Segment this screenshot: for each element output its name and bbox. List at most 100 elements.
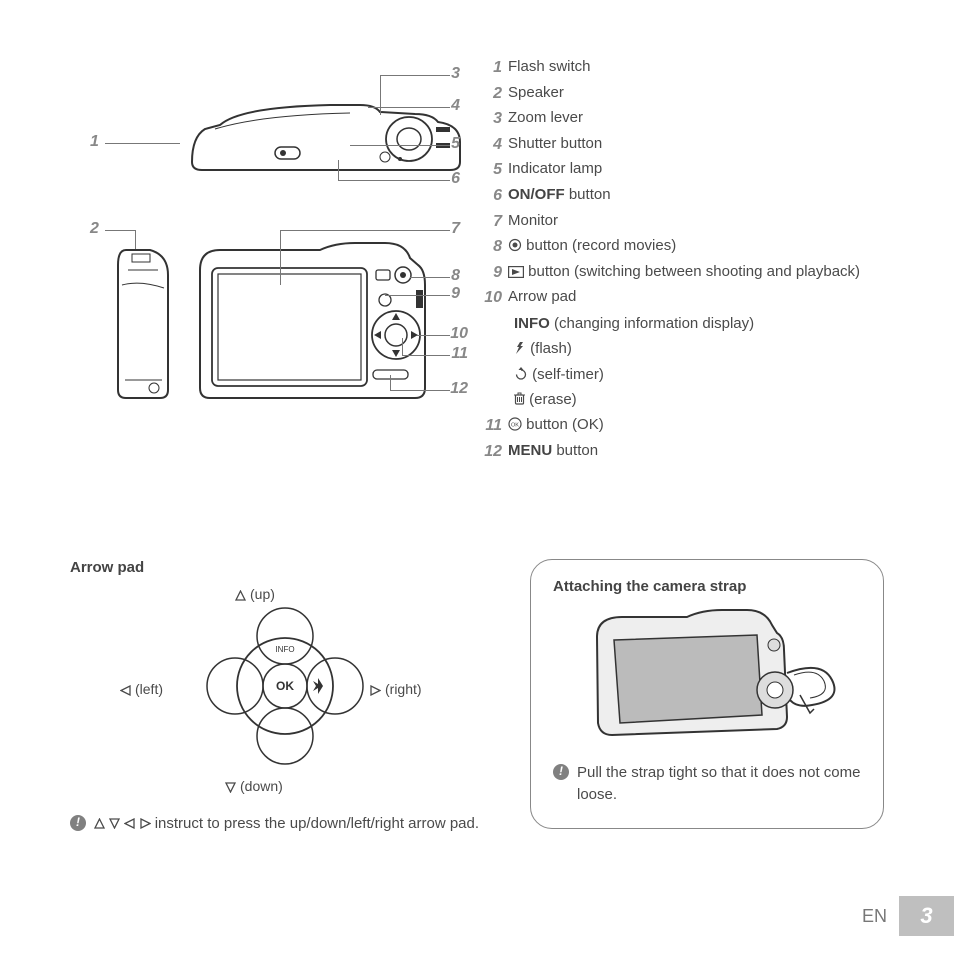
legend-row: 11OK button (OK)	[480, 413, 884, 439]
arrow-pad-diagram: OK INFO (up) (left) (right)	[70, 586, 500, 801]
legend-sub-item: (self-timer)	[480, 362, 884, 388]
legend-text: OK button (OK)	[508, 413, 884, 439]
legend-row: 2Speaker	[480, 81, 884, 107]
legend-number: 11	[480, 413, 508, 439]
legend-number: 6	[480, 183, 508, 209]
strap-box: Attaching the camera strap !	[530, 559, 884, 829]
camera-side-svg	[110, 240, 175, 405]
legend-text: button (record movies)	[508, 234, 884, 260]
callout-line-8	[410, 277, 450, 278]
warning-icon: !	[553, 764, 569, 780]
arrow-pad-svg: OK INFO	[195, 596, 375, 776]
strap-title: Attaching the camera strap	[553, 578, 861, 595]
callout-4: 4	[451, 97, 460, 115]
legend-row: 3Zoom lever	[480, 106, 884, 132]
callout-line-3	[380, 75, 450, 76]
bottom-section: Arrow pad OK INFO (up) (left)	[70, 559, 884, 835]
callout-line-12	[390, 390, 450, 391]
ap-left-label: (left)	[120, 681, 163, 697]
callout-6: 6	[451, 170, 460, 188]
callout-line-5	[350, 145, 450, 146]
legend-number: 9	[480, 260, 508, 286]
ap-up-label: (up)	[235, 586, 275, 602]
footer-page-box: 3	[899, 896, 954, 936]
manual-page: 1 3 4 5	[0, 0, 954, 954]
legend-row: 1Flash switch	[480, 55, 884, 81]
callout-5: 5	[451, 135, 460, 153]
page-footer: EN 3	[862, 896, 954, 936]
ap-right-label: (right)	[370, 681, 422, 697]
legend-text: Shutter button	[508, 132, 884, 158]
callout-3: 3	[451, 65, 460, 83]
legend-number: 10	[480, 285, 508, 311]
callout-11: 11	[451, 345, 468, 363]
legend-sub-item: (flash)	[480, 336, 884, 362]
top-section: 1 3 4 5	[70, 55, 884, 464]
legend-row: 12MENU button	[480, 439, 884, 465]
callout-line-11	[402, 355, 450, 356]
strap-note: ! Pull the strap tight so that it does n…	[553, 762, 861, 806]
callout-2: 2	[90, 220, 99, 238]
legend-text: Speaker	[508, 81, 884, 107]
strap-diagram	[553, 605, 861, 744]
camera-top-view-svg	[180, 67, 470, 192]
diagrams-column: 1 3 4 5	[70, 55, 470, 464]
legend-text: Flash switch	[508, 55, 884, 81]
callout-line-2	[105, 230, 135, 231]
legend-text: Arrow pad	[508, 285, 884, 311]
strap-note-text: Pull the strap tight so that it does not…	[577, 762, 861, 806]
callout-line-12v	[390, 375, 391, 390]
legend-text: button (switching between shooting and p…	[508, 260, 884, 286]
legend-row: 7Monitor	[480, 209, 884, 235]
legend-sub-item: (erase)	[480, 387, 884, 413]
legend-text: Monitor	[508, 209, 884, 235]
legend-number: 12	[480, 439, 508, 465]
legend-text: Indicator lamp	[508, 157, 884, 183]
callout-line-11v	[402, 338, 403, 355]
callout-7: 7	[451, 220, 460, 238]
footer-lang: EN	[862, 906, 887, 927]
legend-row: 10Arrow pad	[480, 285, 884, 311]
arrow-pad-section: Arrow pad OK INFO (up) (left)	[70, 559, 500, 835]
callout-9: 9	[451, 285, 460, 303]
camera-back-svg	[190, 240, 430, 405]
arrow-pad-note: ! instruct to press the up/down/left/rig…	[70, 813, 500, 835]
callout-line-6	[338, 180, 450, 181]
callout-8: 8	[451, 267, 460, 285]
legend-sub-item: INFO (changing information display)	[480, 311, 884, 337]
warning-icon: !	[70, 815, 86, 831]
callout-line-6v	[338, 160, 339, 180]
ap-down-label: (down)	[225, 778, 283, 794]
legend-number: 2	[480, 81, 508, 107]
svg-text:OK: OK	[276, 679, 294, 693]
callout-line-7v	[280, 230, 281, 285]
legend-row: 4Shutter button	[480, 132, 884, 158]
legend-text: MENU button	[508, 439, 884, 465]
legend-number: 8	[480, 234, 508, 260]
camera-back-view-block: 2	[70, 225, 470, 415]
arrow-pad-title: Arrow pad	[70, 559, 500, 576]
legend-row: 8 button (record movies)	[480, 234, 884, 260]
footer-page-number: 3	[920, 903, 932, 929]
svg-text:OK: OK	[511, 422, 519, 428]
svg-text:INFO: INFO	[275, 645, 294, 654]
legend-row: 5Indicator lamp	[480, 157, 884, 183]
strap-camera-svg	[562, 605, 852, 740]
camera-top-view-block: 1 3 4 5	[70, 55, 470, 195]
legend-text: Zoom lever	[508, 106, 884, 132]
legend-number: 7	[480, 209, 508, 235]
legend-row: 9 button (switching between shooting and…	[480, 260, 884, 286]
callout-line-4	[368, 107, 450, 108]
callout-line-3v	[380, 75, 381, 115]
callout-line-7	[280, 230, 450, 231]
callout-10: 10	[450, 325, 468, 343]
legend-number: 1	[480, 55, 508, 81]
arrow-pad-note-text: instruct to press the up/down/left/right…	[94, 813, 479, 835]
callout-line-10	[417, 335, 450, 336]
callout-line-1	[105, 143, 180, 144]
legend-number: 5	[480, 157, 508, 183]
callout-line-9	[385, 295, 450, 296]
strap-section: Attaching the camera strap !	[530, 559, 884, 835]
callout-12: 12	[450, 380, 468, 398]
callout-1: 1	[90, 133, 99, 151]
